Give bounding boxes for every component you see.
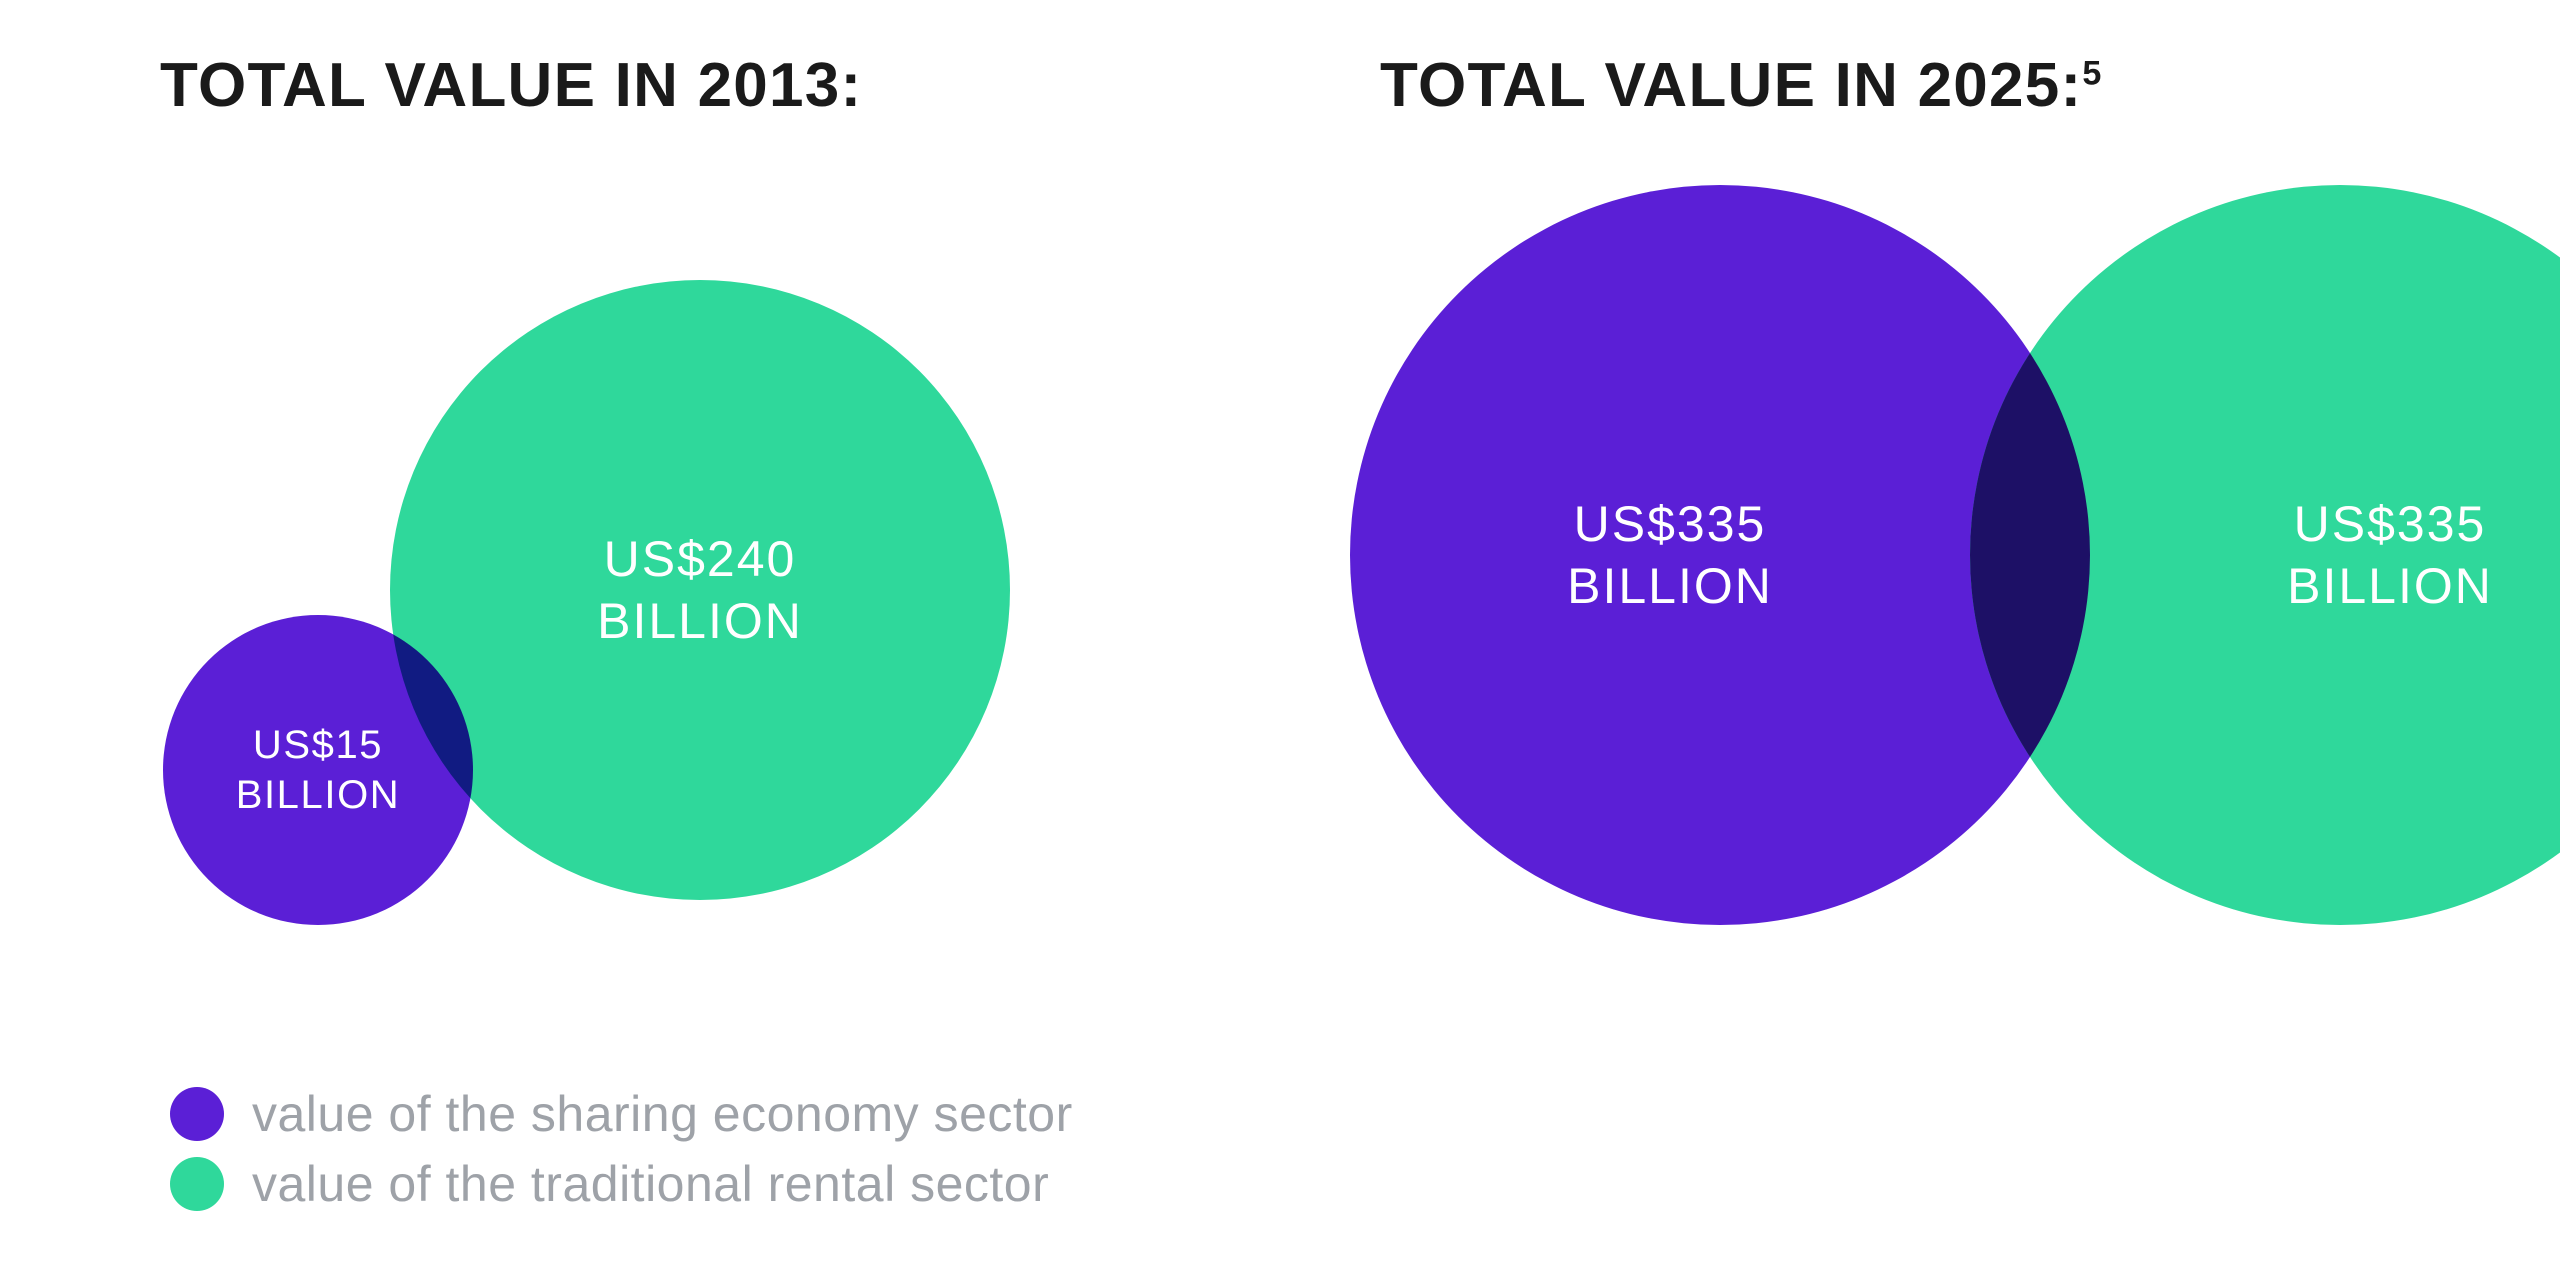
legend-item-sharing: value of the sharing economy sector <box>170 1085 1073 1143</box>
legend-label-traditional: value of the traditional rental sector <box>252 1155 1049 1213</box>
legend-label-sharing: value of the sharing economy sector <box>252 1085 1073 1143</box>
legend-dot-teal <box>170 1157 224 1211</box>
legend-dot-purple <box>170 1087 224 1141</box>
value-line-1: US$335 <box>2294 493 2487 556</box>
label-2025-sharing: US$335 BILLION <box>1300 185 2040 925</box>
legend-item-traditional: value of the traditional rental sector <box>170 1155 1073 1213</box>
value-line-1: US$335 <box>1574 493 1767 556</box>
legend: value of the sharing economy sector valu… <box>170 1085 1073 1213</box>
value-line-2: BILLION <box>1567 555 1773 618</box>
value-line-2: BILLION <box>2287 555 2493 618</box>
